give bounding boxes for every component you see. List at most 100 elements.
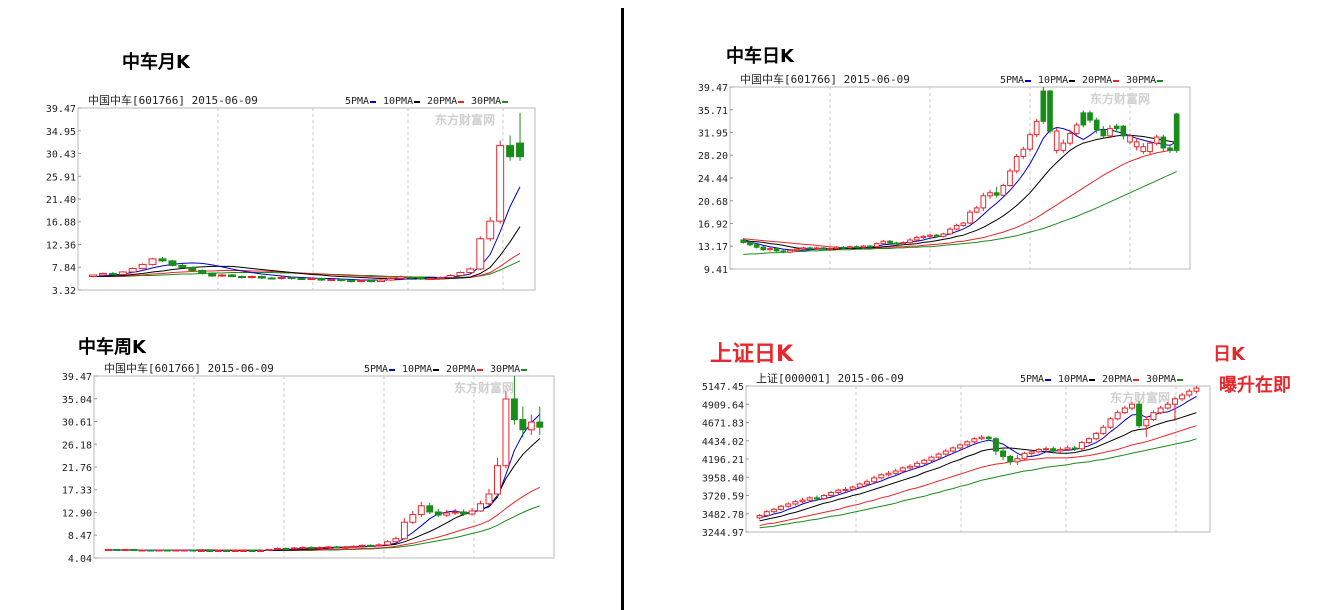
candle-body: [1014, 458, 1021, 463]
watermark: 东方财富网: [1090, 91, 1150, 106]
candle-body: [967, 211, 973, 224]
y-tick-label: 3244.97: [702, 528, 744, 539]
y-tick-label: 28.20: [698, 151, 728, 162]
candle-body: [426, 505, 434, 513]
legend-swatch: [1177, 379, 1183, 381]
chart-header: 中国中车[601766] 2015-06-09: [104, 361, 274, 375]
candle-body: [267, 277, 276, 280]
candle-body: [780, 250, 787, 253]
candle-body: [957, 444, 964, 449]
candle-body: [148, 258, 157, 265]
candle-body: [158, 258, 167, 262]
watermark: 东方财富网: [1110, 390, 1170, 405]
ma20-line: [759, 425, 1197, 526]
candle-body: [377, 279, 385, 283]
candle-body: [940, 233, 947, 237]
candle-body: [892, 470, 899, 474]
candle-body: [1053, 130, 1060, 151]
candle-body: [840, 246, 847, 249]
candle-body: [1067, 132, 1073, 144]
candle-body: [1100, 426, 1107, 434]
legend-label: 20PMA: [427, 96, 457, 107]
title-monthly: 中车月K: [122, 52, 190, 73]
candle-body: [880, 240, 887, 245]
y-tick-label: 12.90: [62, 508, 92, 519]
candle-body: [949, 447, 956, 452]
y-tick-label: 24.44: [698, 174, 728, 185]
candle-body: [878, 474, 885, 479]
y-tick-label: 39.47: [46, 104, 76, 115]
candle-body: [375, 544, 383, 547]
legend-label: 20PMA: [1102, 374, 1132, 385]
candle-body: [847, 246, 853, 249]
candle-body: [247, 276, 256, 279]
candle-body: [953, 224, 960, 230]
legend-swatch: [1025, 80, 1031, 82]
candle-body: [978, 436, 985, 440]
candle-body: [800, 247, 807, 250]
candle-body: [400, 521, 408, 540]
candle-body: [468, 510, 476, 515]
plot-frame: [77, 107, 536, 291]
candle-body: [1035, 449, 1042, 453]
chart-daily: 中国中车[601766] 2015-06-09 5PMA 10PMA 20PMA 30P…: [698, 72, 1191, 276]
candle-body: [516, 142, 525, 158]
candle-body: [384, 541, 391, 546]
candle-body: [1050, 448, 1057, 452]
candle-body: [1021, 452, 1028, 460]
candle-body: [486, 220, 495, 240]
legend-label: 20PMA: [1082, 75, 1112, 86]
candle-body: [1127, 135, 1133, 143]
legend-swatch: [1045, 379, 1051, 381]
candle-body: [1133, 141, 1140, 148]
y-tick-label: 30.61: [62, 418, 92, 429]
candle-body: [1150, 412, 1157, 421]
legend-swatch: [1133, 379, 1139, 381]
y-tick-label: 8.47: [68, 531, 92, 542]
candle-body: [1147, 142, 1153, 153]
y-tick-label: 4196.21: [702, 455, 744, 466]
ma30-line: [759, 438, 1197, 529]
candle-body: [756, 514, 763, 519]
y-tick-label: 39.47: [698, 83, 728, 94]
candle-body: [887, 240, 893, 244]
candle-body: [178, 264, 187, 268]
candle-body: [228, 274, 236, 278]
candle-body: [1107, 418, 1114, 428]
title-daily: 中车日K: [726, 46, 794, 67]
candle-body: [1160, 136, 1167, 149]
candle-body: [307, 546, 315, 549]
candle-body: [1093, 119, 1100, 131]
legend-label: 5PMA: [1020, 374, 1044, 385]
candle-body: [164, 549, 171, 552]
candle-body: [494, 465, 501, 495]
chart-sse: 上证[000001] 2015-06-09 5PMA 10PMA 20PMA 30PMA…: [702, 372, 1211, 539]
watermark: 东方财富网: [454, 380, 514, 395]
candle-body: [885, 472, 892, 476]
candle-body: [942, 450, 949, 455]
candle-body: [358, 544, 366, 547]
candle-body: [1179, 394, 1186, 400]
watermark: 东方财富网: [435, 112, 495, 127]
candle-body: [496, 145, 505, 222]
candle-body: [130, 548, 138, 551]
candle-body: [813, 247, 820, 250]
legend-swatch: [1089, 379, 1095, 381]
candle-body: [1020, 148, 1027, 157]
candle-body: [147, 549, 154, 552]
candle-body: [1028, 451, 1035, 454]
candle-body: [113, 548, 121, 551]
y-tick-label: 34.95: [46, 127, 76, 138]
candle-body: [277, 277, 286, 280]
candle-body: [214, 550, 222, 553]
candle-body: [793, 248, 800, 251]
chart-header: 上证[000001] 2015-06-09: [756, 372, 904, 385]
candle-body: [770, 508, 777, 513]
ma10-line: [93, 226, 521, 280]
candle-body: [502, 398, 510, 467]
candle-body: [460, 511, 468, 515]
candle-body: [873, 243, 880, 248]
plot-frame: [729, 86, 1191, 270]
legend-label: 30PMA: [1146, 374, 1176, 385]
candle-body: [138, 263, 147, 269]
